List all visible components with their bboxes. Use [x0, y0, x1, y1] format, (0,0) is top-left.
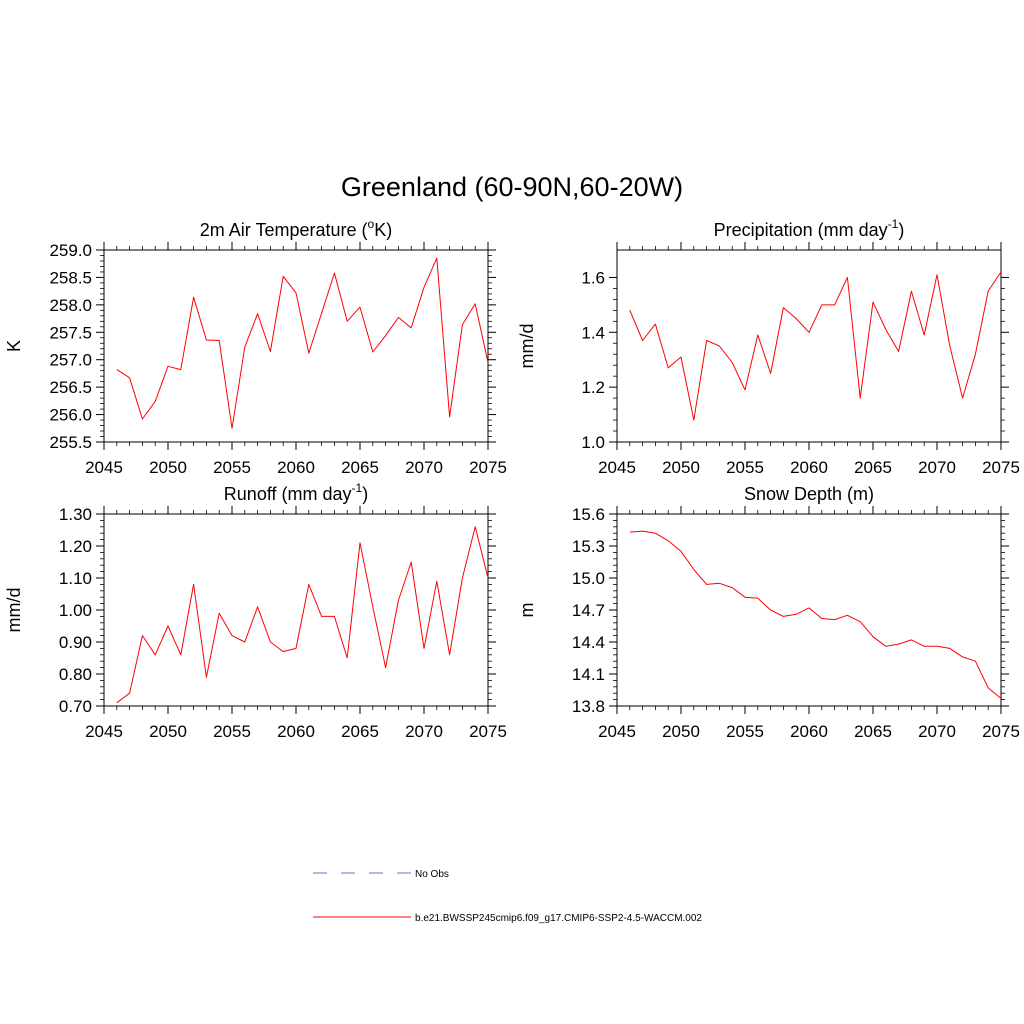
- y-tick-label: 15.6: [572, 505, 605, 524]
- panel-title-superscript: -1: [352, 481, 363, 495]
- x-tick-label: 2045: [598, 722, 636, 741]
- y-tick-label: 14.1: [572, 665, 605, 684]
- panel-title-text: Precipitation (mm day: [714, 220, 888, 240]
- panel-title: Runoff (mm day-1): [224, 481, 368, 504]
- series-line-temp: [116, 257, 489, 429]
- series-line-snow: [629, 530, 1002, 699]
- panel-title: 2m Air Temperature (oK): [200, 217, 392, 240]
- panel-runoff: 2045 2050 2055 2060 2065 2070 2075 0.70 0.80 0.90…: [4, 481, 507, 741]
- x-tick-label: 2060: [790, 458, 828, 477]
- x-tick-label: 2070: [918, 722, 956, 741]
- panel-title-suffix: ): [362, 484, 368, 504]
- x-tick-label: 2075: [982, 458, 1020, 477]
- y-tick-label: 256.5: [49, 378, 92, 397]
- y-tick-label: 0.80: [59, 665, 92, 684]
- y-tick-label: 0.90: [59, 633, 92, 652]
- y-tick-label: 14.4: [572, 633, 605, 652]
- x-tick-label: 2060: [790, 722, 828, 741]
- legend: No Obs b.e21.BWSSP245cmip6.f09_g17.CMIP6…: [313, 869, 702, 924]
- y-tick-label: 1.2: [581, 378, 605, 397]
- x-tick-label: 2055: [213, 722, 251, 741]
- x-tick-label: 2050: [662, 458, 700, 477]
- panel-snow: 2045 2050 2055 2060 2065 2070 2075 13.8 14.1 14.4…: [517, 484, 1020, 741]
- x-tick-label: 2065: [854, 458, 892, 477]
- panels: 2045 2050 2055 2060 2065 2070 2075 255.5 256.0 25…: [4, 217, 1020, 741]
- y-axis-label: mm/d: [517, 324, 537, 369]
- x-tick-label: 2050: [149, 722, 187, 741]
- panel-temp: 2045 2050 2055 2060 2065 2070 2075 255.5 256.0 25…: [4, 217, 507, 477]
- y-tick-label: 14.7: [572, 601, 605, 620]
- x-tick-label: 2055: [726, 458, 764, 477]
- y-tick-label: 1.20: [59, 537, 92, 556]
- y-tick-label: 1.0: [581, 433, 605, 452]
- x-tick-label: 2060: [277, 722, 315, 741]
- y-tick-label: 1.00: [59, 601, 92, 620]
- y-tick-label: 1.6: [581, 268, 605, 287]
- x-tick-label: 2075: [469, 458, 507, 477]
- y-tick-label: 1.30: [59, 505, 92, 524]
- panel-title: Precipitation (mm day-1): [714, 217, 905, 240]
- x-tick-label: 2070: [918, 458, 956, 477]
- x-tick-label: 2055: [726, 722, 764, 741]
- x-tick-label: 2075: [469, 722, 507, 741]
- series-line-runoff: [116, 526, 489, 704]
- x-tick-label: 2050: [662, 722, 700, 741]
- panel-title-text: Snow Depth (m): [744, 484, 874, 504]
- x-tick-label: 2070: [405, 458, 443, 477]
- y-tick-label: 258.5: [49, 268, 92, 287]
- y-tick-label: 15.0: [572, 569, 605, 588]
- x-tick-label: 2065: [854, 722, 892, 741]
- y-tick-label: 255.5: [49, 433, 92, 452]
- x-tick-label: 2075: [982, 722, 1020, 741]
- y-tick-label: 257.5: [49, 323, 92, 342]
- x-tick-label: 2045: [85, 458, 123, 477]
- x-tick-label: 2065: [341, 458, 379, 477]
- panel-title-suffix: ): [898, 220, 904, 240]
- y-tick-label: 1.4: [581, 323, 605, 342]
- panel-precip: 2045 2050 2055 2060 2065 2070 2075 1.0 1.2 1.4 1.6…: [517, 217, 1020, 477]
- x-tick-label: 2045: [85, 722, 123, 741]
- panel-title-suffix: K): [374, 220, 392, 240]
- y-axis-label: K: [4, 340, 24, 352]
- series-line-precip: [629, 271, 1002, 421]
- panel-title-text: Runoff (mm day: [224, 484, 352, 504]
- panel-title-superscript: o: [368, 217, 375, 231]
- figure-title: Greenland (60-90N,60-20W): [341, 172, 683, 202]
- x-tick-label: 2065: [341, 722, 379, 741]
- x-tick-label: 2060: [277, 458, 315, 477]
- y-tick-label: 15.3: [572, 537, 605, 556]
- y-tick-label: 0.70: [59, 697, 92, 716]
- legend-label-model-run: b.e21.BWSSP245cmip6.f09_g17.CMIP6-SSP2-4…: [415, 913, 702, 924]
- x-tick-label: 2070: [405, 722, 443, 741]
- x-tick-label: 2045: [598, 458, 636, 477]
- y-axis-label: mm/d: [4, 588, 24, 633]
- legend-label-no-obs: No Obs: [415, 869, 449, 880]
- y-tick-label: 257.0: [49, 351, 92, 370]
- panel-title: Snow Depth (m): [744, 484, 874, 504]
- y-axis-label: m: [517, 603, 537, 618]
- y-tick-label: 258.0: [49, 296, 92, 315]
- panel-title-superscript: -1: [888, 217, 899, 231]
- y-tick-label: 259.0: [49, 241, 92, 260]
- y-tick-label: 13.8: [572, 697, 605, 716]
- y-tick-label: 256.0: [49, 406, 92, 425]
- panel-title-text: 2m Air Temperature (: [200, 220, 368, 240]
- y-tick-label: 1.10: [59, 569, 92, 588]
- x-tick-label: 2050: [149, 458, 187, 477]
- x-tick-label: 2055: [213, 458, 251, 477]
